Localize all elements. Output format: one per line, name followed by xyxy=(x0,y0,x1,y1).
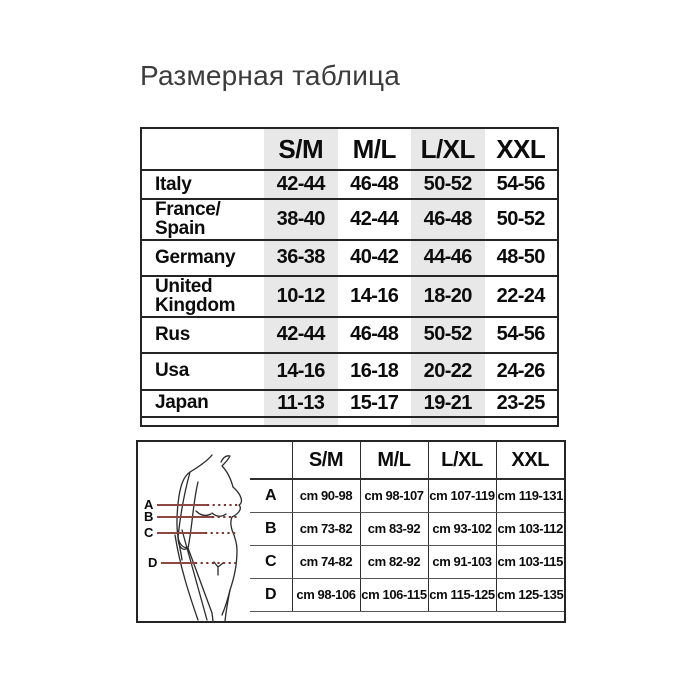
measure-column-header-sm: S/M xyxy=(291,442,360,480)
body-measurements-panel: A B C D S/M M/L L/XL XXL A cm 90-98 cm 9… xyxy=(136,440,566,623)
table-row-usa: Usa 14-16 16-18 20-22 24-26 xyxy=(141,352,558,391)
size-cell: 23-25 xyxy=(484,389,558,418)
size-cell: 36-38 xyxy=(264,239,338,277)
measure-row-label: B xyxy=(250,512,292,546)
measure-cell: cm 98-106 xyxy=(291,578,360,612)
size-cell: 22-24 xyxy=(484,275,558,318)
size-column-header-ml: M/L xyxy=(337,128,411,171)
measure-column-header-xxl: XXL xyxy=(495,442,564,480)
measure-row-d: D cm 98-106 cm 106-115 cm 115-125 cm 125… xyxy=(250,578,564,612)
measure-column-header-lxl: L/XL xyxy=(427,442,496,480)
table-row-france-spain: France/ Spain 38-40 42-44 46-48 50-52 xyxy=(141,199,558,241)
size-cell: 48-50 xyxy=(484,239,558,277)
measure-cell: cm 91-103 xyxy=(427,545,496,579)
measure-cell: cm 103-115 xyxy=(495,545,564,579)
table-row-united-kingdom: United Kingdom 10-12 14-16 18-20 22-24 xyxy=(141,275,558,318)
size-cell: 19-21 xyxy=(411,389,485,418)
size-cell: 54-56 xyxy=(484,170,558,200)
size-cell: 42-44 xyxy=(264,316,338,354)
size-column-header-sm: S/M xyxy=(264,128,338,171)
measure-row-b: B cm 73-82 cm 83-92 cm 93-102 cm 103-112 xyxy=(250,512,564,546)
country-label: Germany xyxy=(141,239,264,277)
measure-cell: cm 74-82 xyxy=(291,545,360,579)
size-cell: 14-16 xyxy=(337,275,411,318)
size-cell: 10-12 xyxy=(264,275,338,318)
country-label: Italy xyxy=(141,170,264,200)
measure-cell: cm 83-92 xyxy=(359,512,428,546)
measure-cell: cm 90-98 xyxy=(291,479,360,513)
size-column-header-lxl: L/XL xyxy=(411,128,485,171)
measure-point-label-a: A xyxy=(144,497,154,512)
measure-cell: cm 106-115 xyxy=(359,578,428,612)
size-cell: 42-44 xyxy=(337,199,411,241)
size-cell: 18-20 xyxy=(411,275,485,318)
size-table-spacer-row xyxy=(141,416,558,426)
body-figure-icon xyxy=(157,454,243,621)
measure-point-label-c: C xyxy=(144,525,154,540)
size-cell: 15-17 xyxy=(337,389,411,418)
measure-cell: cm 125-135 xyxy=(495,578,564,612)
country-label: United Kingdom xyxy=(141,275,264,318)
size-cell: 50-52 xyxy=(411,316,485,354)
international-size-table: S/M M/L L/XL XXL Italy 42-44 46-48 50-52… xyxy=(140,127,559,427)
size-table-header-row: S/M M/L L/XL XXL xyxy=(141,128,558,171)
measure-row-label: A xyxy=(250,479,292,513)
measure-column-header-ml: M/L xyxy=(359,442,428,480)
measure-table-corner-cell xyxy=(250,442,292,480)
size-cell: 40-42 xyxy=(337,239,411,277)
table-row-italy: Italy 42-44 46-48 50-52 54-56 xyxy=(141,170,558,200)
country-label: Japan xyxy=(141,389,264,418)
table-row-rus: Rus 42-44 46-48 50-52 54-56 xyxy=(141,316,558,354)
size-cell: 14-16 xyxy=(264,352,338,391)
size-cell: 46-48 xyxy=(337,316,411,354)
size-cell: 38-40 xyxy=(264,199,338,241)
country-label: Rus xyxy=(141,316,264,354)
measure-row-label: C xyxy=(250,545,292,579)
measure-cell: cm 103-112 xyxy=(495,512,564,546)
measure-cell: cm 93-102 xyxy=(427,512,496,546)
measure-row-a: A cm 90-98 cm 98-107 cm 107-119 cm 119-1… xyxy=(250,479,564,513)
country-label: Usa xyxy=(141,352,264,391)
size-table-corner-cell xyxy=(141,128,264,171)
measure-point-label-d: D xyxy=(148,555,158,570)
size-cell: 46-48 xyxy=(337,170,411,200)
page-title: Размерная таблица xyxy=(140,60,401,91)
measure-table-header-row: S/M M/L L/XL XXL xyxy=(250,442,564,480)
measure-cell: cm 107-119 xyxy=(427,479,496,513)
table-row-germany: Germany 36-38 40-42 44-46 48-50 xyxy=(141,239,558,277)
size-column-header-xxl: XXL xyxy=(484,128,558,171)
measure-point-label-b: B xyxy=(144,509,154,524)
size-cell: 44-46 xyxy=(411,239,485,277)
size-cell: 50-52 xyxy=(484,199,558,241)
size-cell: 11-13 xyxy=(264,389,338,418)
measure-row-label: D xyxy=(250,578,292,612)
measure-cell: cm 115-125 xyxy=(427,578,496,612)
measure-row-c: C cm 74-82 cm 82-92 cm 91-103 cm 103-115 xyxy=(250,545,564,579)
size-cell: 20-22 xyxy=(411,352,485,391)
size-cell: 50-52 xyxy=(411,170,485,200)
country-label: France/ Spain xyxy=(141,199,264,241)
size-cell: 46-48 xyxy=(411,199,485,241)
measure-cell: cm 119-131 xyxy=(495,479,564,513)
body-measure-table: S/M M/L L/XL XXL A cm 90-98 cm 98-107 cm… xyxy=(250,442,564,612)
body-figure: A B C D xyxy=(138,442,250,621)
size-cell: 16-18 xyxy=(337,352,411,391)
measure-cell: cm 98-107 xyxy=(359,479,428,513)
size-cell: 24-26 xyxy=(484,352,558,391)
size-cell: 54-56 xyxy=(484,316,558,354)
measure-cell: cm 73-82 xyxy=(291,512,360,546)
size-cell: 42-44 xyxy=(264,170,338,200)
table-row-japan: Japan 11-13 15-17 19-21 23-25 xyxy=(141,389,558,418)
measure-cell: cm 82-92 xyxy=(359,545,428,579)
